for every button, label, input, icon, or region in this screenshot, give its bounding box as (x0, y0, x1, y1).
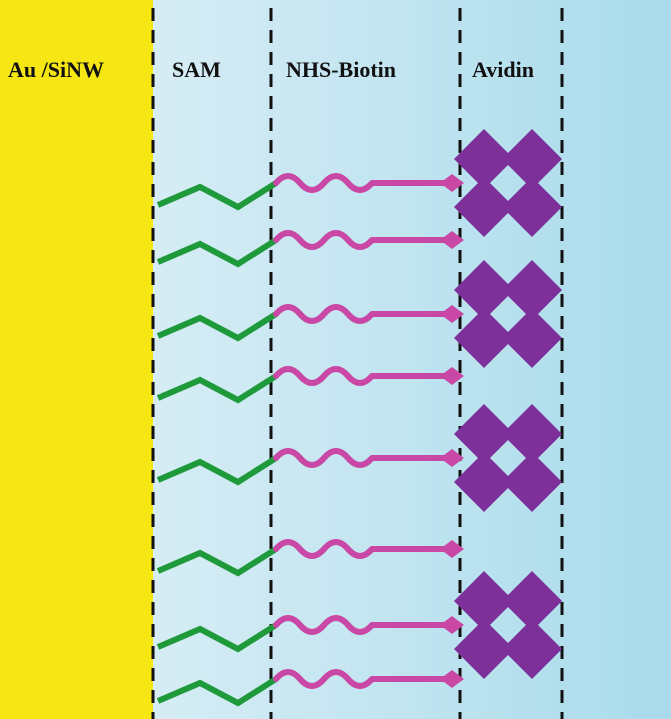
sam-chain (156, 546, 278, 577)
chain-row (156, 260, 562, 368)
sam-chain (156, 373, 278, 404)
avidin-protein (454, 571, 562, 679)
biotin-linker-wave (273, 448, 375, 468)
chain-row (156, 230, 464, 268)
label-substrate: Au /SiNW (8, 57, 104, 82)
sam-chain (156, 676, 278, 707)
avidin-protein (454, 404, 562, 512)
sam-chain (156, 622, 278, 653)
biotin-linker-wave (273, 669, 375, 689)
biotin-head (440, 305, 464, 323)
substrate-au-sinw (0, 0, 153, 719)
biotin-linker-wave (273, 539, 375, 559)
biotin-head (440, 449, 464, 467)
avidin-protein (454, 129, 562, 237)
chain-row (156, 366, 464, 404)
chain-row (156, 571, 562, 679)
biotin-linker-wave (273, 304, 375, 324)
sam-chain (156, 455, 278, 486)
sam-chain (156, 180, 278, 211)
chain-row (156, 129, 562, 237)
biotin-head (440, 670, 464, 688)
avidin-protein (454, 260, 562, 368)
region-dividers (151, 8, 564, 719)
biotin-linker-wave (273, 366, 375, 386)
biotin-head (440, 367, 464, 385)
chain-row (156, 404, 562, 512)
molecular-chains (156, 129, 562, 707)
biotin-head (440, 540, 464, 558)
biotin-head (440, 231, 464, 249)
sam-chain (156, 237, 278, 268)
biotin-linker-wave (273, 615, 375, 635)
biotin-head (440, 174, 464, 192)
label-nhs-biotin: NHS-Biotin (286, 57, 396, 82)
sam-chain (156, 311, 278, 342)
biotin-linker-wave (273, 173, 375, 193)
label-sam: SAM (172, 57, 221, 82)
chain-row (156, 669, 464, 707)
label-avidin: Avidin (472, 57, 534, 82)
chain-row (156, 539, 464, 577)
biotin-linker-wave (273, 230, 375, 250)
biotin-head (440, 616, 464, 634)
